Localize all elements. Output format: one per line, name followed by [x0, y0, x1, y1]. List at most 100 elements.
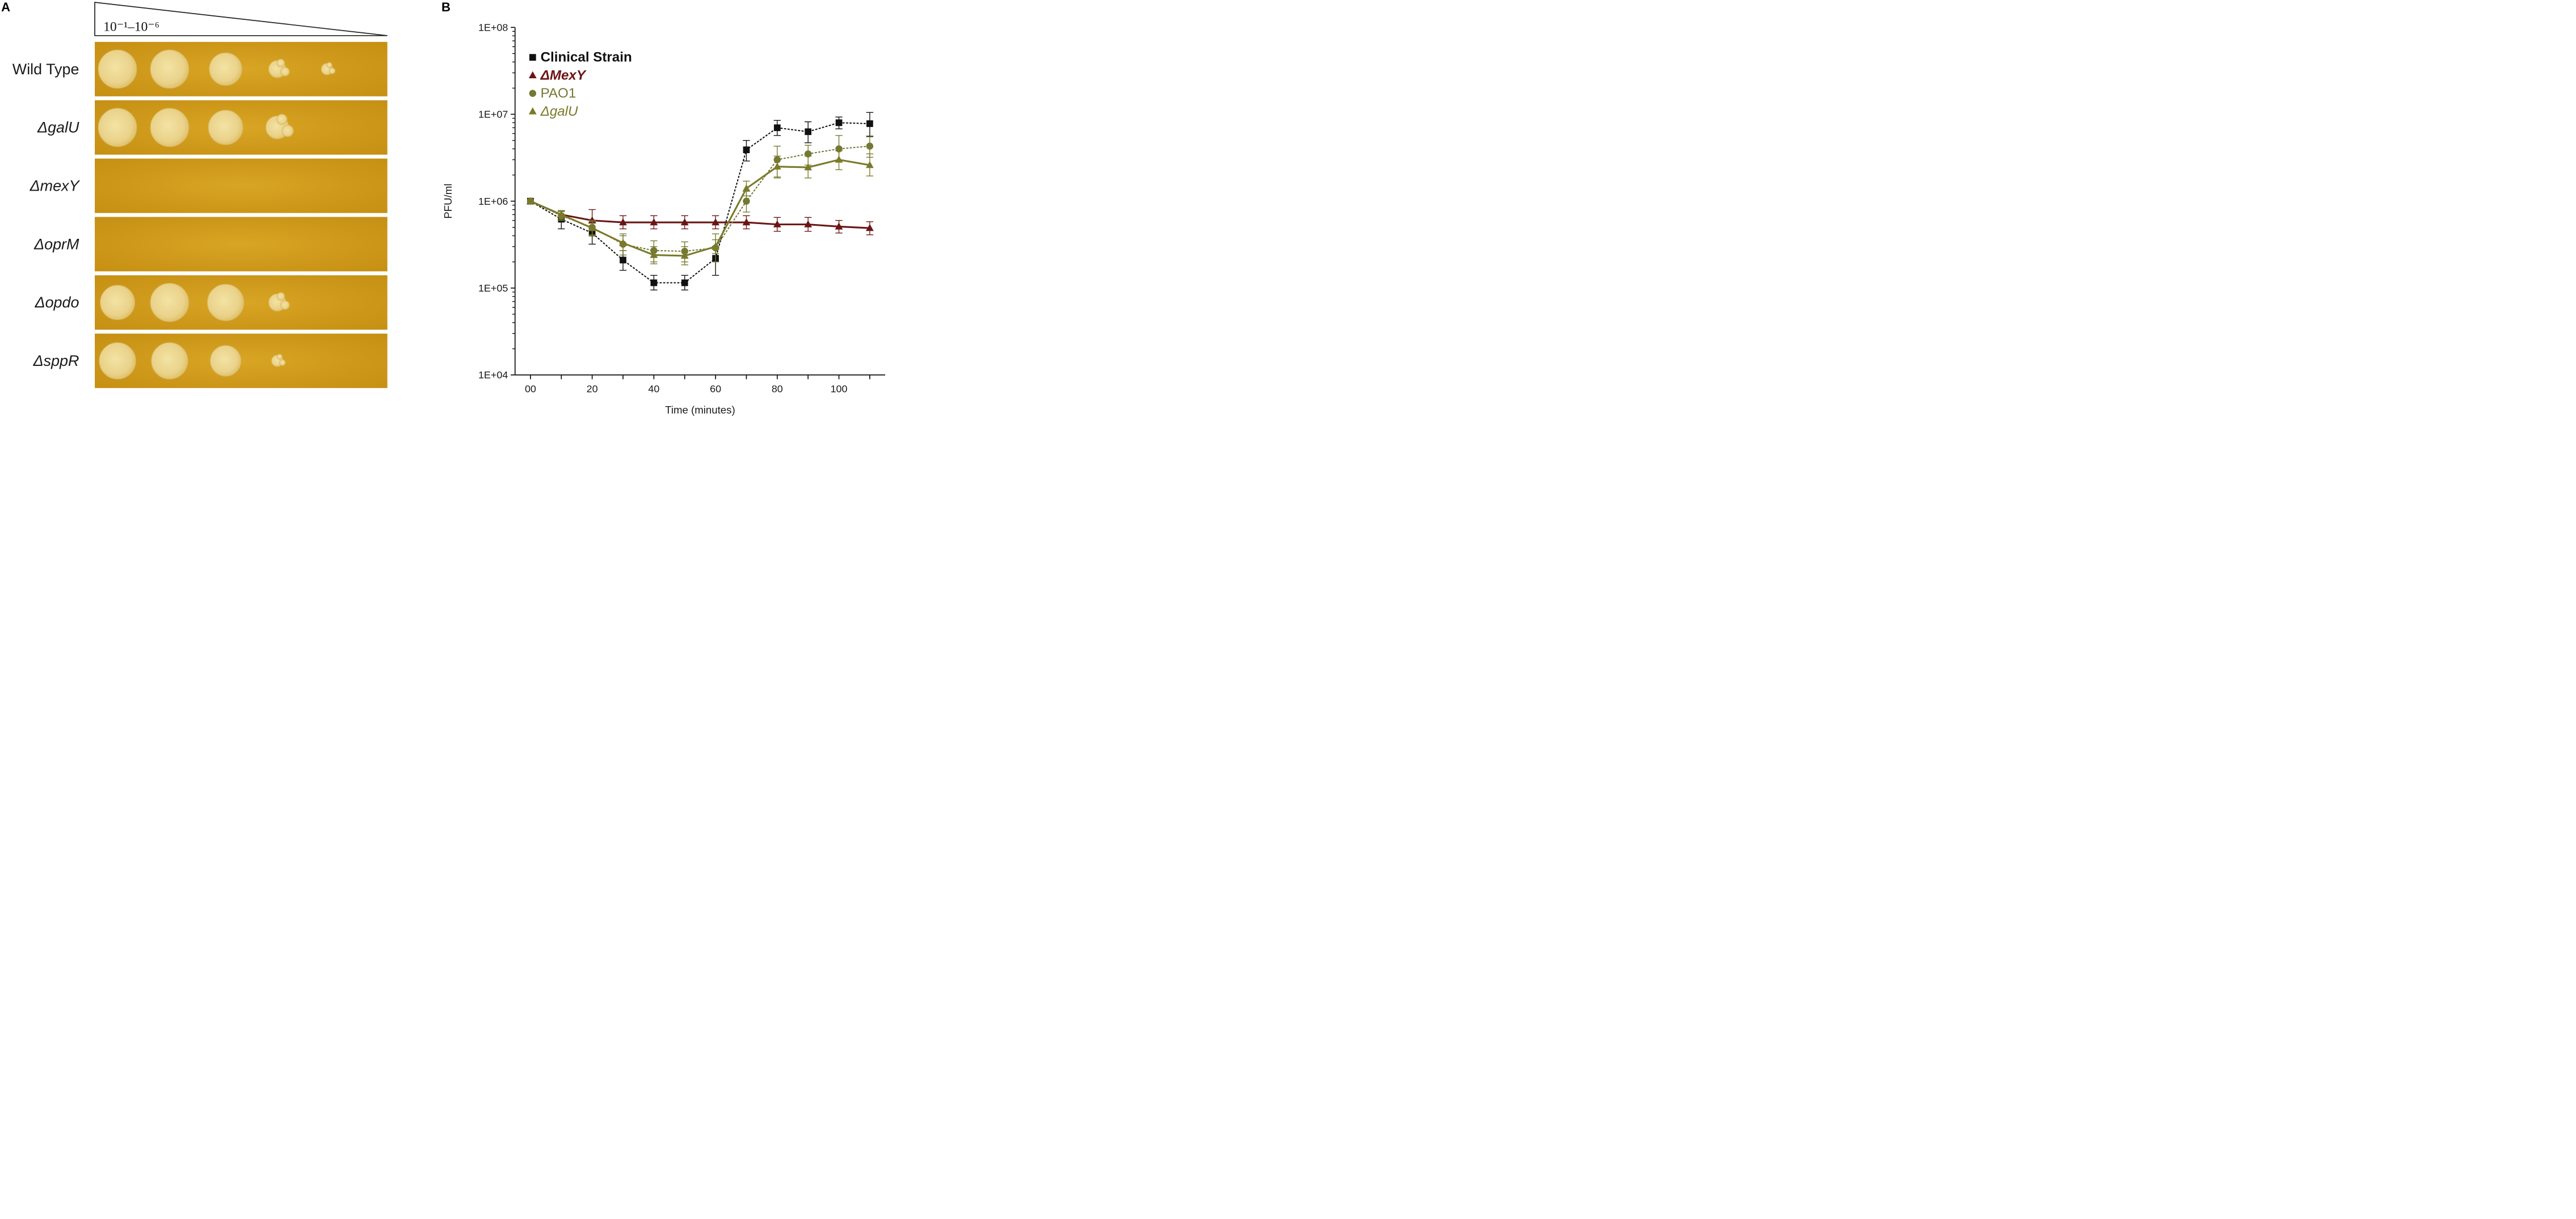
legend-marker: [529, 90, 537, 97]
x-tick-label: 00: [525, 383, 536, 394]
data-point: [650, 218, 658, 226]
legend-item: PAO1: [529, 86, 576, 101]
plate-row: ΔmexY: [30, 158, 388, 213]
strain-label: Wild Type: [12, 61, 79, 78]
colony-spot: [151, 342, 188, 379]
data-point: [680, 251, 689, 259]
legend-label: ΔgalU: [540, 104, 578, 119]
x-tick-label: 60: [710, 383, 721, 394]
x-tick-label: 20: [587, 383, 598, 394]
data-point: [805, 128, 812, 136]
colony-spot: [150, 282, 190, 322]
colony-spot: [210, 345, 242, 377]
data-point: [835, 155, 843, 163]
data-point: [835, 222, 843, 230]
data-point: [743, 197, 750, 205]
plate-strip: [95, 158, 388, 213]
y-tick-label: 1E+06: [478, 196, 508, 207]
y-tick-label: 1E+04: [478, 369, 508, 381]
y-axis-title: PFU/ml: [442, 184, 454, 219]
legend-item: ΔMexY: [528, 68, 587, 83]
panel-b-letter: B: [441, 0, 451, 14]
y-tick-label: 1E+05: [478, 282, 508, 294]
data-point: [804, 163, 813, 171]
colony-spot: [321, 62, 336, 75]
x-tick-label: 100: [831, 383, 848, 394]
colony-spot: [98, 49, 137, 89]
figure: A 10⁻¹–10⁻⁶ Wild Type ΔgalU ΔmexY ΔoprM Δopd…: [1, 0, 886, 416]
data-point: [742, 184, 751, 192]
data-point: [712, 242, 719, 250]
data-point: [620, 256, 626, 264]
data-point: [650, 251, 658, 258]
y-tick-label: 1E+08: [478, 22, 508, 33]
strain-label: ΔsppR: [33, 352, 79, 369]
panel-a-letter: A: [1, 0, 10, 14]
colony-spot: [150, 108, 190, 147]
colony-spot: [268, 292, 290, 311]
data-point: [619, 218, 627, 226]
series-1: [527, 197, 874, 235]
legend: Clinical Strain ΔMexY PAO1 ΔgalU: [528, 50, 632, 119]
strain-label: Δopdo: [35, 294, 79, 311]
panel-b-chart: B 1E+04 1E+05 1E+06 1E+07 1E+08 00 20 40 60 80 100…: [441, 0, 886, 416]
colony-spot: [99, 342, 136, 379]
plate-row: Wild Type: [12, 41, 388, 96]
plate-row: ΔsppR: [33, 334, 388, 389]
data-point: [866, 120, 873, 127]
data-point: [773, 124, 781, 132]
colony-spot: [207, 284, 245, 321]
strain-label: ΔmexY: [30, 178, 81, 195]
colony-spot: [265, 113, 294, 140]
legend-label: Clinical Strain: [541, 50, 632, 65]
legend-label: ΔMexY: [540, 68, 587, 83]
series-0: [527, 112, 874, 290]
legend-item: Clinical Strain: [529, 50, 632, 65]
data-point: [588, 223, 596, 231]
data-point: [650, 279, 658, 286]
data-point: [835, 119, 843, 126]
series-line: [530, 158, 870, 257]
data-point: [681, 279, 688, 286]
data-point: [773, 162, 781, 170]
data-point: [680, 218, 689, 226]
colony-spot: [100, 285, 136, 320]
legend-item: ΔgalU: [528, 104, 578, 119]
data-point: [743, 146, 750, 153]
series-2: [527, 135, 874, 263]
dilution-label: 10⁻¹–10⁻⁶: [103, 20, 159, 35]
legend-marker: [528, 107, 537, 115]
data-point: [865, 223, 874, 231]
series-line: [529, 145, 870, 252]
x-axis-title: Time (minutes): [665, 404, 735, 416]
colony-spot: [271, 353, 286, 367]
x-tick-label: 80: [772, 383, 783, 394]
data-point: [866, 142, 874, 150]
colony-spot: [98, 108, 137, 147]
plate-row: ΔgalU: [37, 100, 388, 155]
data-point: [865, 161, 874, 168]
x-tick-label: 40: [648, 383, 659, 394]
data-point: [804, 220, 813, 227]
data-point: [742, 218, 751, 226]
data-point: [804, 150, 812, 158]
data-point: [619, 239, 627, 246]
series-line: [530, 200, 870, 229]
plate-row: ΔoprM: [33, 217, 388, 272]
colony-spot: [209, 52, 242, 86]
data-point: [557, 210, 566, 218]
legend-marker: [529, 54, 536, 61]
legend-label: PAO1: [541, 86, 576, 101]
data-point: [773, 220, 781, 227]
data-point: [712, 218, 719, 226]
y-tick-label: 1E+07: [478, 109, 508, 120]
data-point: [527, 197, 534, 204]
plate-row: Δopdo: [35, 275, 388, 330]
strain-label: ΔgalU: [37, 119, 79, 136]
legend-marker: [528, 71, 537, 79]
panel-a-spot-assay: A 10⁻¹–10⁻⁶ Wild Type ΔgalU ΔmexY ΔoprM Δopd…: [1, 0, 388, 389]
colony-spot: [208, 109, 243, 145]
colony-spot: [268, 58, 290, 78]
series-line: [529, 122, 870, 284]
series-3: [527, 150, 874, 265]
